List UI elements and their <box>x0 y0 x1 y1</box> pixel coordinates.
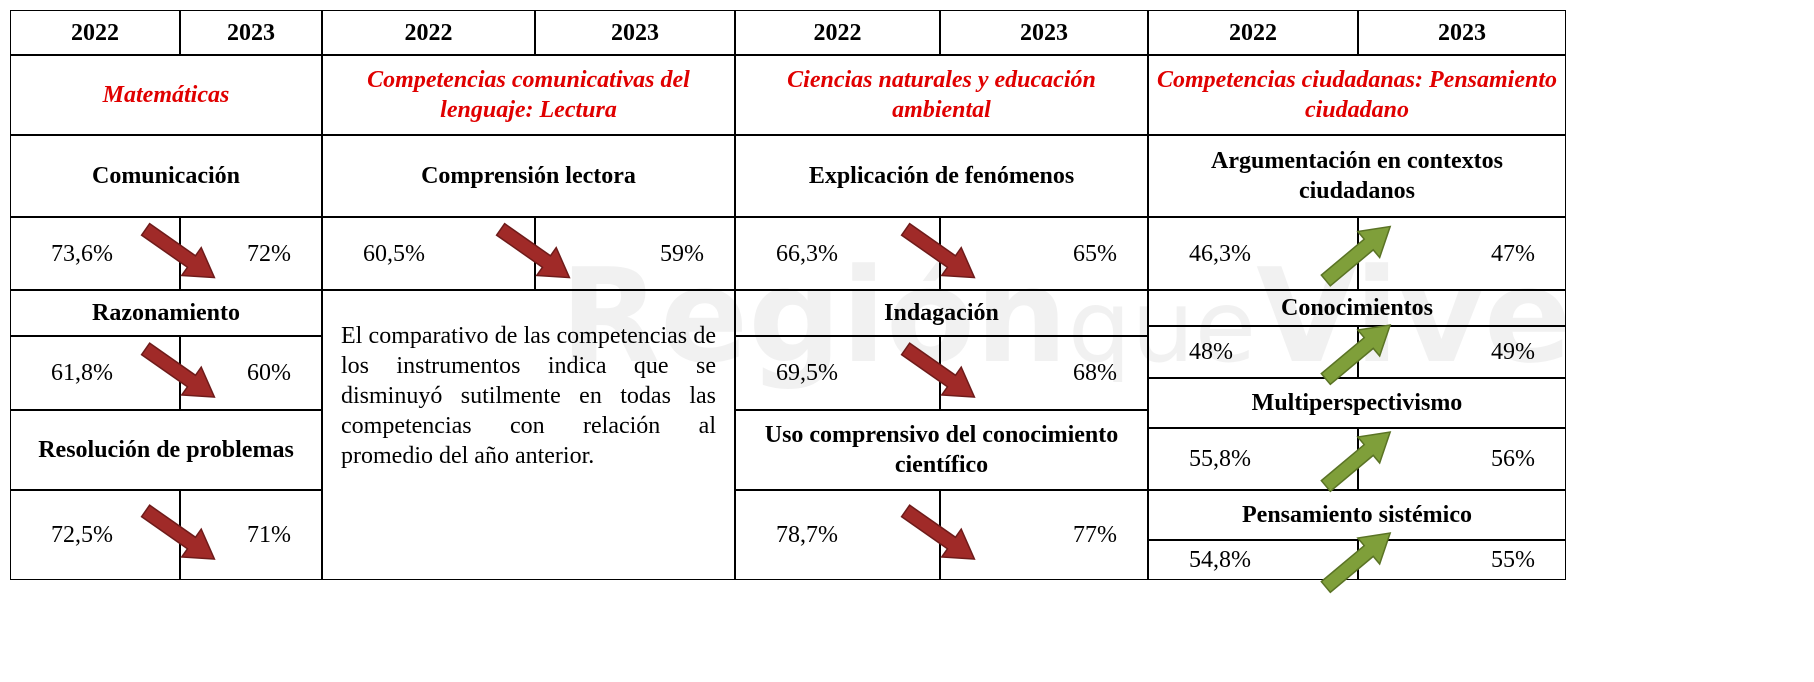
arrow-up <box>1320 225 1392 287</box>
value-2023: 77% <box>940 490 1148 580</box>
arrow-shape <box>140 222 216 279</box>
competency-name: Argumentación en contextos ciudadanos <box>1148 135 1566 217</box>
value-2023: 55% <box>1358 540 1566 580</box>
arrow-shape <box>900 222 976 279</box>
competency-name: Explicación de fenómenos <box>735 135 1148 217</box>
competency-name: Indagación <box>735 290 1148 336</box>
value-2023: 47% <box>1358 217 1566 290</box>
arrow-down <box>900 504 976 560</box>
competency-name: Conocimientos <box>1148 290 1566 326</box>
arrow-shape <box>900 342 976 398</box>
header-year: 2023 <box>940 10 1148 55</box>
watermark-part: Vive <box>1256 240 1572 392</box>
value-2022: 73,6% <box>10 217 180 290</box>
header-year: 2022 <box>10 10 180 55</box>
header-year: 2023 <box>535 10 735 55</box>
value-2023: 65% <box>940 217 1148 290</box>
value-2023: 72% <box>180 217 322 290</box>
arrow-shape <box>140 504 216 560</box>
value-2023: 49% <box>1358 326 1566 378</box>
competency-name: Comprensión lectora <box>322 135 735 217</box>
competency-name: Resolución de problemas <box>10 410 322 490</box>
competency-name: Razonamiento <box>10 290 322 336</box>
subject: Competencias ciudadanas: Pensamiento ciu… <box>1148 55 1566 135</box>
arrow-shape <box>140 342 216 398</box>
header-year: 2023 <box>180 10 322 55</box>
competency-name: Pensamiento sistémico <box>1148 490 1566 540</box>
competency-name: Multiperspectivismo <box>1148 378 1566 428</box>
arrow-up <box>1320 532 1392 594</box>
arrow-shape <box>495 222 571 279</box>
arrow-shape <box>1320 324 1392 386</box>
header-year: 2022 <box>1148 10 1358 55</box>
arrow-shape <box>900 504 976 560</box>
arrow-down <box>900 342 976 398</box>
value-2022: 66,3% <box>735 217 940 290</box>
value-2022: 72,5% <box>10 490 180 580</box>
arrow-down <box>495 222 571 279</box>
note: El comparativo de las competencias de lo… <box>322 290 735 580</box>
arrow-down <box>140 342 216 398</box>
arrow-shape <box>1320 225 1392 287</box>
arrow-down <box>140 504 216 560</box>
arrow-shape <box>1320 431 1392 493</box>
arrow-down <box>140 222 216 279</box>
value-2022: 69,5% <box>735 336 940 410</box>
header-year: 2022 <box>322 10 535 55</box>
value-2022: 78,7% <box>735 490 940 580</box>
arrow-up <box>1320 324 1392 386</box>
value-2022: 61,8% <box>10 336 180 410</box>
header-year: 2022 <box>735 10 940 55</box>
arrow-down <box>900 222 976 279</box>
value-2022: 46,3% <box>1148 217 1358 290</box>
value-2022: 48% <box>1148 326 1358 378</box>
competency-name: Comunicación <box>10 135 322 217</box>
competency-name: Uso comprensivo del conocimiento científ… <box>735 410 1148 490</box>
header-year: 2023 <box>1358 10 1566 55</box>
value-2023: 71% <box>180 490 322 580</box>
watermark-part: Región <box>560 240 1068 392</box>
arrow-up <box>1320 431 1392 493</box>
subject: Ciencias naturales y educación ambiental <box>735 55 1148 135</box>
subject: Matemáticas <box>10 55 322 135</box>
subject: Competencias comunicativas del lenguaje:… <box>322 55 735 135</box>
arrow-shape <box>1320 532 1392 594</box>
